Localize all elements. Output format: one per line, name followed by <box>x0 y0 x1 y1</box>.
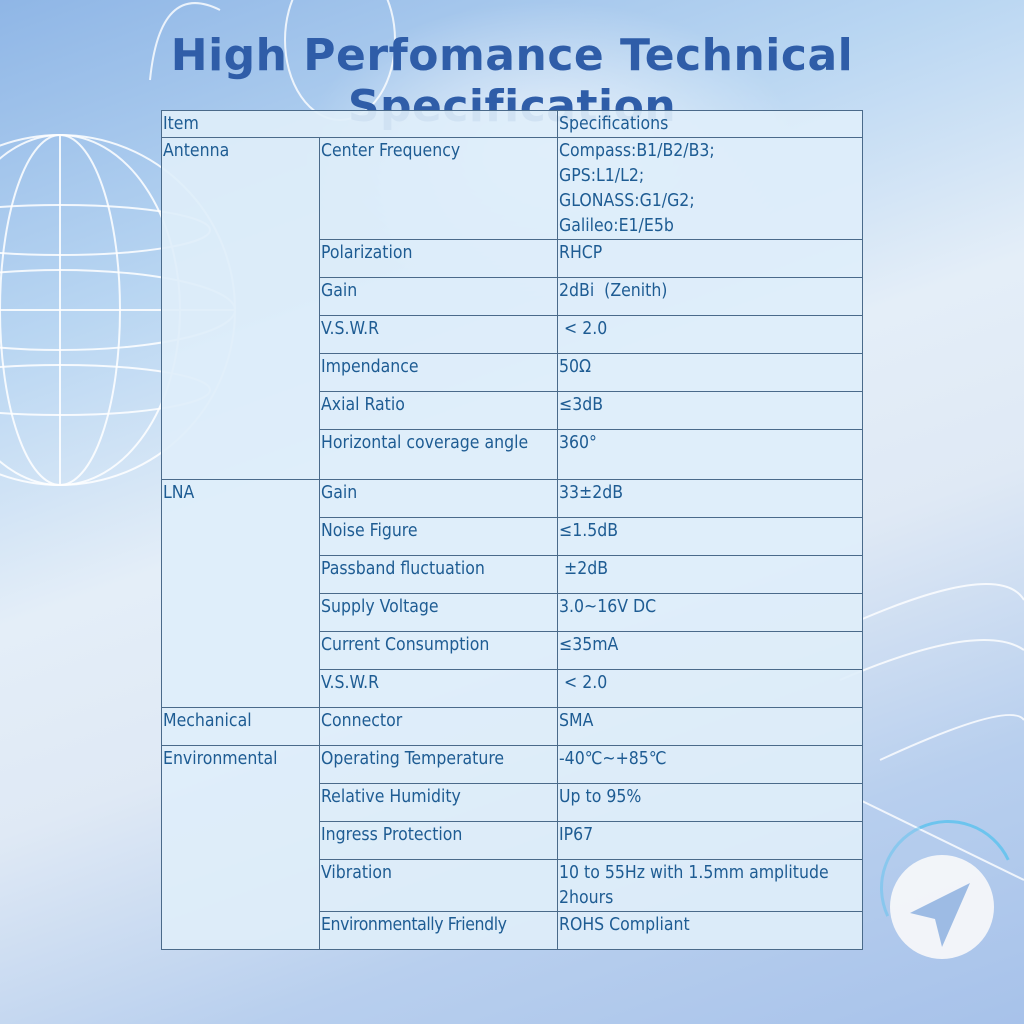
spec-name: Ingress Protection <box>319 821 558 860</box>
spec-value: < 2.0 <box>557 669 863 708</box>
category-environmental: Environmental <box>161 745 320 950</box>
spec-value: RHCP <box>557 239 863 278</box>
spec-value: ≤35mA <box>557 631 863 670</box>
spec-name: Relative Humidity <box>319 783 558 822</box>
navigation-badge <box>890 855 994 959</box>
spec-table: Item Specifications Antenna Center Frequ… <box>161 110 863 950</box>
table-row: Supply Voltage 3.0~16V DC <box>162 593 863 632</box>
table-row: Antenna Center Frequency Compass:B1/B2/B… <box>161 137 863 480</box>
spec-name: Environmentally Friendly <box>319 911 558 950</box>
category-antenna: Antenna <box>161 137 320 480</box>
table-row: Environmentally Friendly ROHS Compliant <box>162 911 863 950</box>
table-row: Ingress Protection IP67 <box>162 821 863 860</box>
table-row: Gain 2dBi (Zenith) <box>162 277 863 316</box>
category-lna: LNA <box>161 479 320 708</box>
spec-name: Horizontal coverage angle <box>319 429 558 480</box>
spec-value: 2dBi (Zenith) <box>557 277 863 316</box>
table-row: Relative Humidity Up to 95% <box>162 783 863 822</box>
spec-name: Operating Temperature <box>319 745 558 784</box>
spec-value: SMA <box>557 707 863 746</box>
spec-name: Current Consumption <box>319 631 558 670</box>
spec-name: Polarization <box>319 239 558 278</box>
spec-name: Connector <box>319 707 558 746</box>
header-item: Item <box>161 110 558 138</box>
spec-name: Impendance <box>319 353 558 392</box>
spec-name: Passband fluctuation <box>319 555 558 594</box>
spec-value: < 2.0 <box>557 315 863 354</box>
table-row: Impendance 50Ω <box>162 353 863 392</box>
header-specifications: Specifications <box>557 110 863 138</box>
spec-value: Up to 95% <box>557 783 863 822</box>
table-row: V.S.W.R < 2.0 <box>162 315 863 354</box>
spec-name: Axial Ratio <box>319 391 558 430</box>
category-mechanical: Mechanical <box>161 707 320 746</box>
table-row: V.S.W.R < 2.0 <box>162 669 863 708</box>
spec-name: Noise Figure <box>319 517 558 556</box>
spec-value: -40℃~+85℃ <box>557 745 863 784</box>
spec-name: Gain <box>319 277 558 316</box>
spec-name: Center Frequency <box>319 137 558 240</box>
table-header-row: Item Specifications <box>161 110 863 138</box>
spec-name: V.S.W.R <box>319 669 558 708</box>
spec-value: ROHS Compliant <box>557 911 863 950</box>
spec-name: Vibration <box>319 859 558 912</box>
spec-value: 360° <box>557 429 863 480</box>
spec-value: ≤1.5dB <box>557 517 863 556</box>
table-row: Passband fluctuation ±2dB <box>162 555 863 594</box>
navigation-arrow-icon <box>910 883 970 947</box>
table-row: Noise Figure ≤1.5dB <box>162 517 863 556</box>
table-row: Polarization RHCP <box>162 239 863 278</box>
spec-value: 33±2dB <box>557 479 863 518</box>
spec-value: ±2dB <box>557 555 863 594</box>
spec-value: 50Ω <box>557 353 863 392</box>
table-row: Environmental Operating Temperature -40℃… <box>161 745 863 950</box>
table-row: Horizontal coverage angle 360° <box>162 429 863 480</box>
spec-value: Compass:B1/B2/B3; GPS:L1/L2; GLONASS:G1/… <box>557 137 863 240</box>
spec-name: V.S.W.R <box>319 315 558 354</box>
spec-value: 3.0~16V DC <box>557 593 863 632</box>
spec-name: Supply Voltage <box>319 593 558 632</box>
spec-value: IP67 <box>557 821 863 860</box>
table-row: LNA Gain 33±2dB <box>161 479 863 708</box>
spec-name: Gain <box>319 479 558 518</box>
table-row: Vibration 10 to 55Hz with 1.5mm amplitude… <box>162 859 863 912</box>
table-row: Axial Ratio ≤3dB <box>162 391 863 430</box>
spec-value: 10 to 55Hz with 1.5mm amplitude 2hours <box>557 859 863 912</box>
table-row: Mechanical Connector SMA <box>161 707 863 746</box>
spec-value: ≤3dB <box>557 391 863 430</box>
